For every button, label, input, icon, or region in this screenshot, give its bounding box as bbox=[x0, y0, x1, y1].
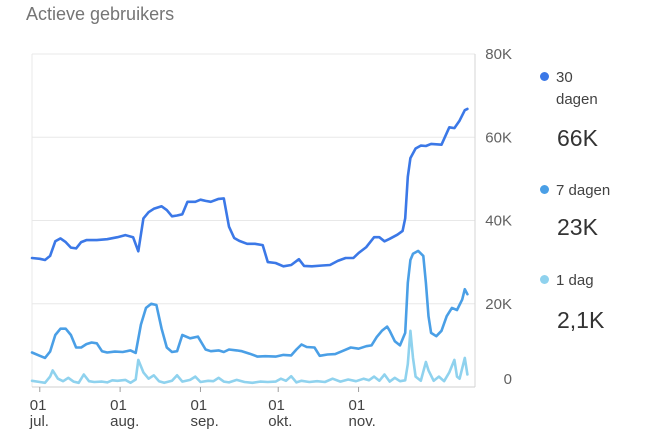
y-tick-20K: 20K bbox=[485, 296, 512, 313]
legend-value-1-day: 2,1K bbox=[557, 307, 605, 333]
legend-label-30-days: 30 dagen bbox=[556, 69, 598, 108]
legend-dot-30-days bbox=[540, 72, 549, 81]
x-tick-day-sep: 01 bbox=[190, 397, 207, 414]
active-users-chart: 020K40K60K80K01jul.01aug.01sep.01okt.01n… bbox=[29, 46, 512, 430]
y-tick-80K: 80K bbox=[485, 46, 512, 63]
legend-value-7-days: 23K bbox=[557, 214, 598, 240]
legend-value-30-days: 66K bbox=[557, 125, 598, 151]
y-tick-40K: 40K bbox=[485, 213, 512, 230]
legend-label-7-days: 7 dagen bbox=[556, 182, 611, 199]
x-tick-day-nov: 01 bbox=[349, 397, 366, 414]
legend-dot-1-day bbox=[540, 275, 549, 284]
series-line-1-dag bbox=[30, 329, 469, 385]
series-line-7-dagen bbox=[30, 249, 469, 360]
y-tick-60K: 60K bbox=[485, 129, 512, 146]
x-tick-day-jul: 01 bbox=[30, 397, 47, 414]
x-tick-day-aug: 01 bbox=[110, 397, 127, 414]
x-tick-month-nov: nov. bbox=[349, 413, 376, 430]
x-tick-month-sep: sep. bbox=[190, 413, 218, 430]
x-tick-month-okt: okt. bbox=[268, 413, 292, 430]
y-tick-0: 0 bbox=[504, 371, 512, 388]
card-title: Actieve gebruikers bbox=[26, 4, 175, 24]
x-tick-day-okt: 01 bbox=[268, 397, 285, 414]
legend-dot-7-days bbox=[540, 185, 549, 194]
series-line-30-dagen bbox=[30, 107, 469, 268]
x-tick-month-jul: jul. bbox=[29, 413, 49, 430]
legend: 30 dagen 66K 7 dagen 23K 1 dag 2,1K bbox=[540, 0, 666, 438]
x-tick-month-aug: aug. bbox=[110, 413, 139, 430]
legend-label-1-day: 1 dag bbox=[556, 272, 594, 289]
